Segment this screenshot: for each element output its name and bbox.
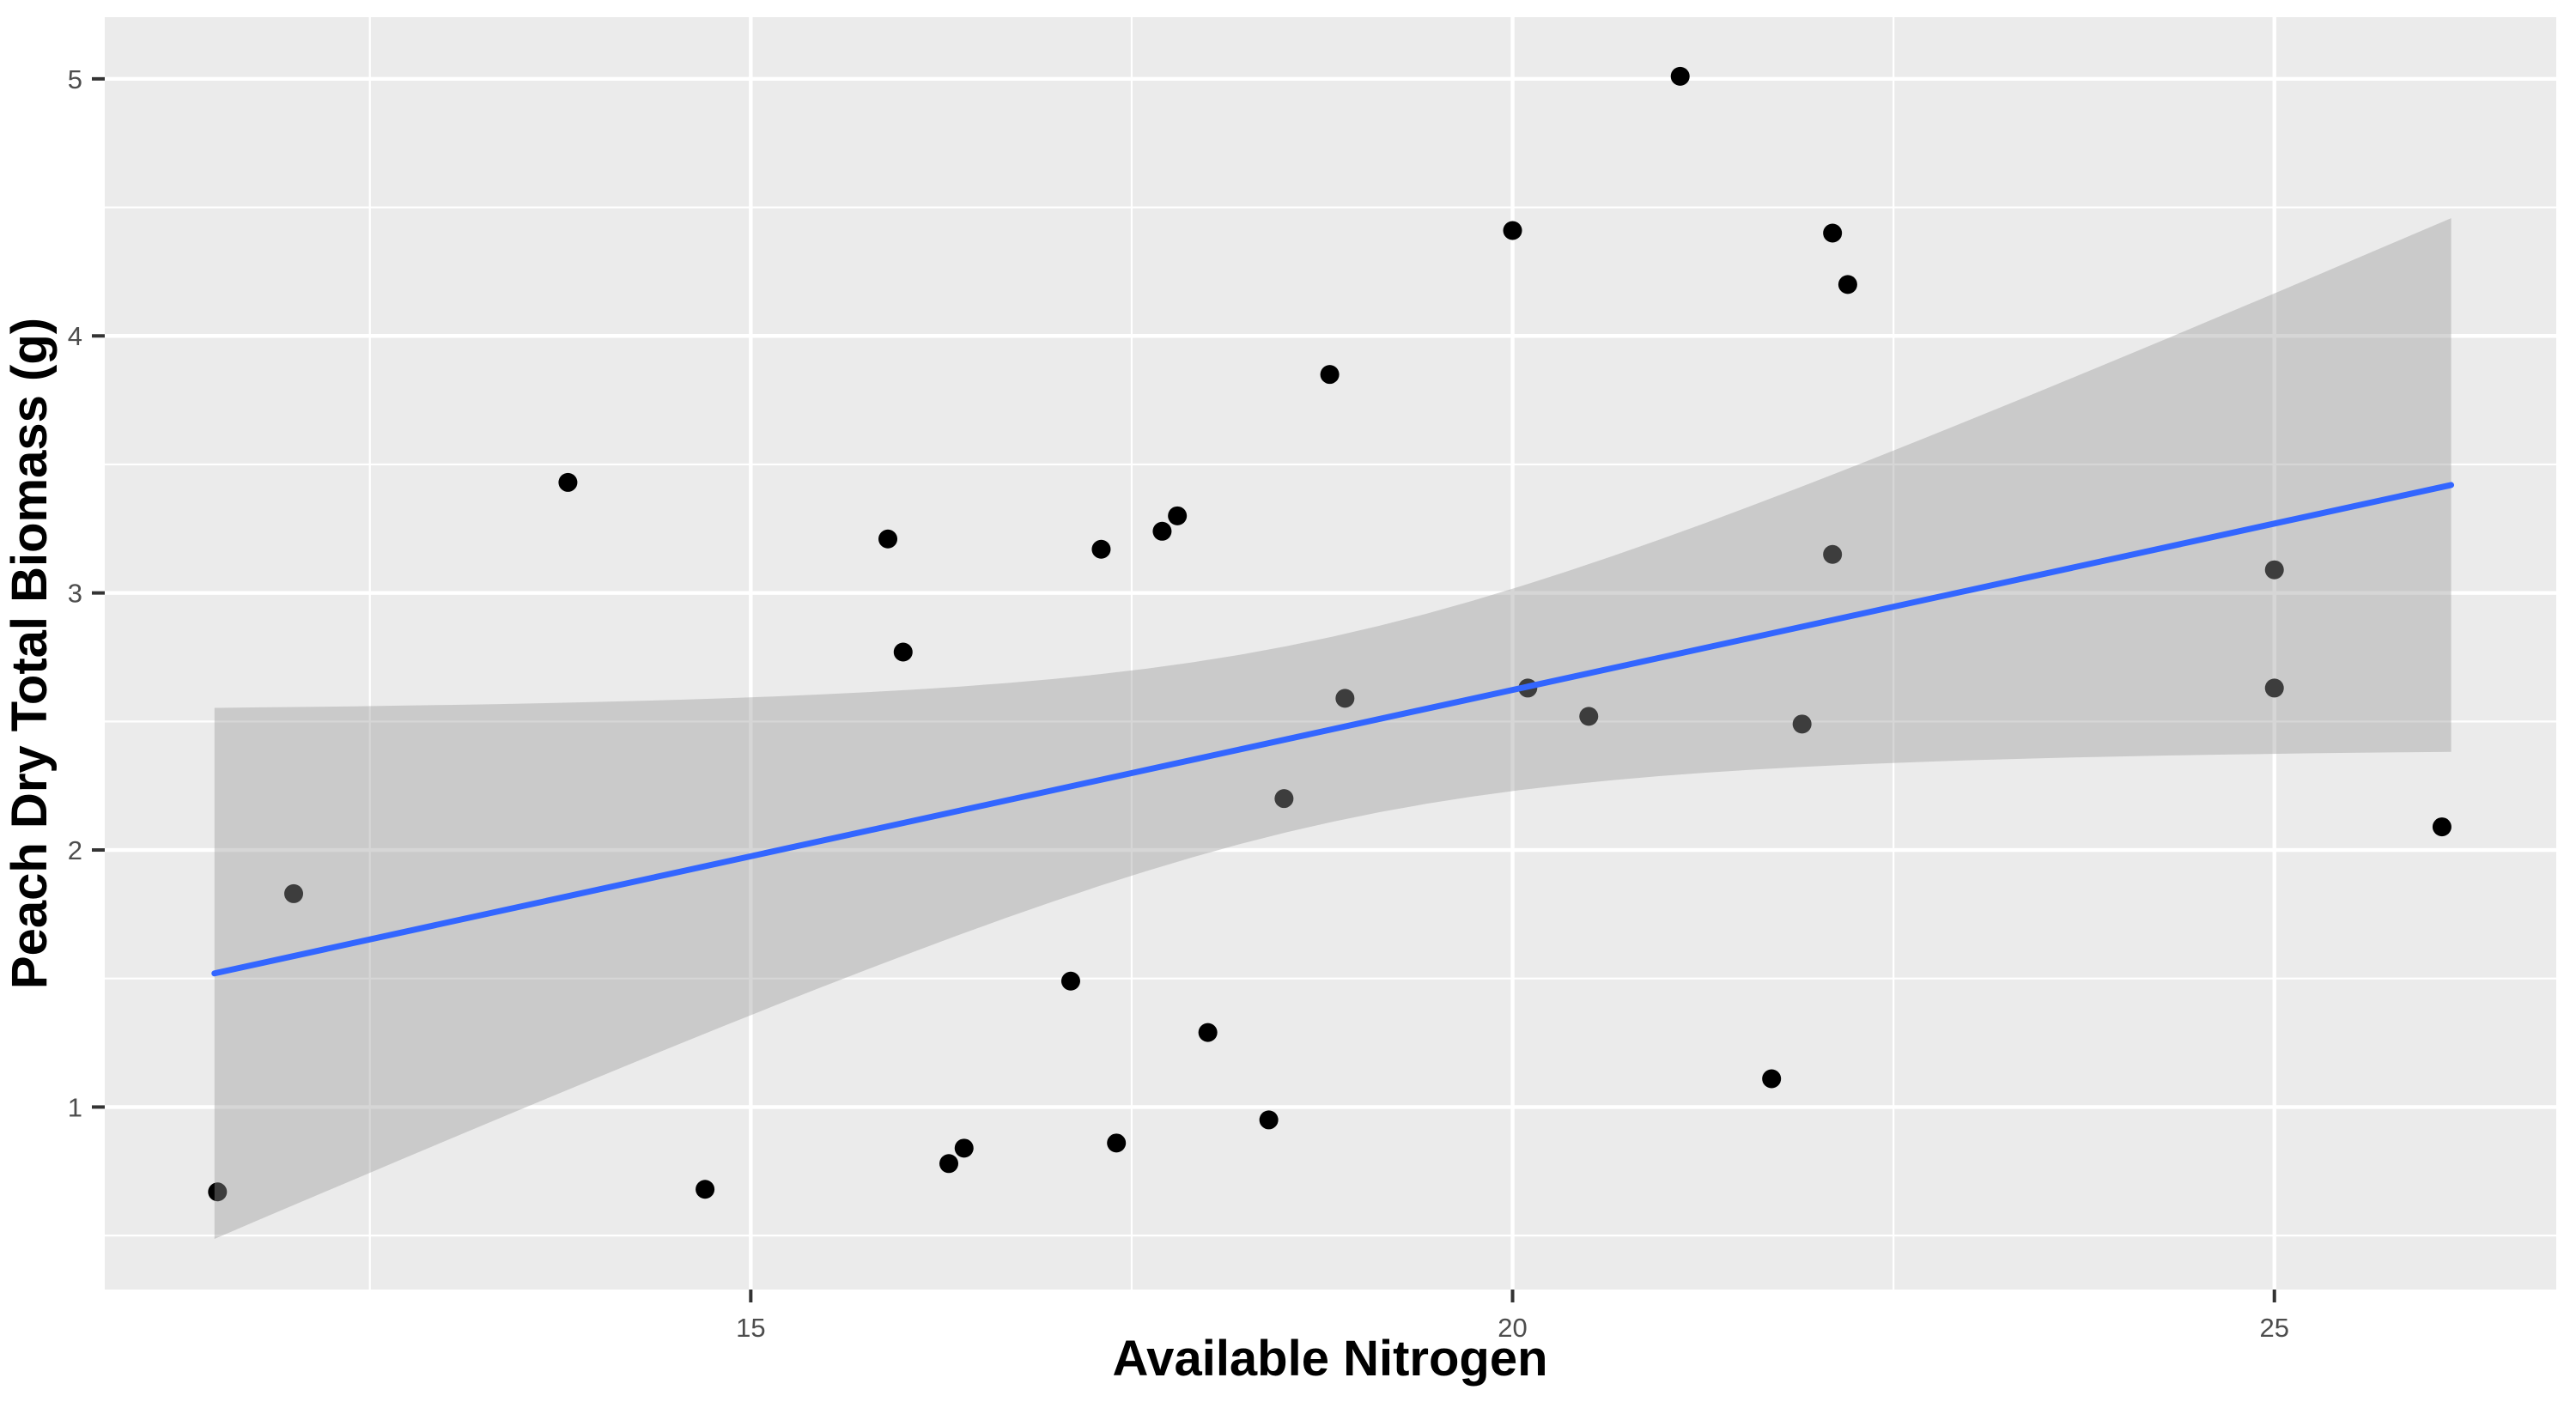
y-axis-title: Peach Dry Total Biomass (g) — [2, 318, 58, 989]
data-point — [1792, 714, 1812, 734]
data-point — [1259, 1110, 1279, 1130]
data-point — [1670, 66, 1690, 86]
data-point — [1168, 506, 1188, 525]
data-point — [939, 1154, 959, 1174]
data-point — [1838, 275, 1857, 294]
data-point — [954, 1138, 974, 1158]
data-point — [208, 1182, 228, 1202]
data-point — [696, 1180, 715, 1199]
data-point — [284, 883, 304, 903]
data-point — [1503, 221, 1522, 240]
data-point — [2432, 817, 2451, 837]
data-point — [1091, 539, 1111, 559]
x-tick-label-25: 25 — [2259, 1313, 2288, 1343]
data-point — [1579, 707, 1599, 726]
plot-panel — [105, 17, 2556, 1290]
data-point — [1823, 223, 1843, 243]
data-point — [1060, 971, 1080, 991]
data-point — [1823, 544, 1843, 564]
data-point — [1274, 789, 1294, 809]
data-point — [1762, 1069, 1782, 1089]
data-point — [1335, 689, 1355, 708]
data-point — [558, 472, 578, 492]
y-tick-label-3: 3 — [68, 579, 82, 609]
data-point — [1107, 1133, 1127, 1153]
data-point — [1198, 1023, 1218, 1042]
data-point — [893, 642, 913, 662]
data-point — [1152, 521, 1172, 541]
x-tick-label-15: 15 — [736, 1313, 765, 1343]
data-point — [1320, 365, 1340, 385]
panel-background — [105, 17, 2556, 1290]
y-tick-label-2: 2 — [68, 835, 82, 865]
data-point — [878, 529, 898, 549]
axis-layer: 15 20 25 1 2 3 4 5 — [68, 64, 2289, 1343]
y-tick-label-1: 1 — [68, 1092, 82, 1122]
regression-line — [211, 482, 2455, 977]
y-tick-label-5: 5 — [68, 64, 82, 94]
y-tick-label-4: 4 — [68, 321, 82, 351]
x-tick-label-20: 20 — [1498, 1313, 1527, 1343]
data-point — [2264, 678, 2284, 698]
x-axis-title: Available Nitrogen — [1112, 1331, 1547, 1387]
data-point — [2264, 560, 2284, 580]
